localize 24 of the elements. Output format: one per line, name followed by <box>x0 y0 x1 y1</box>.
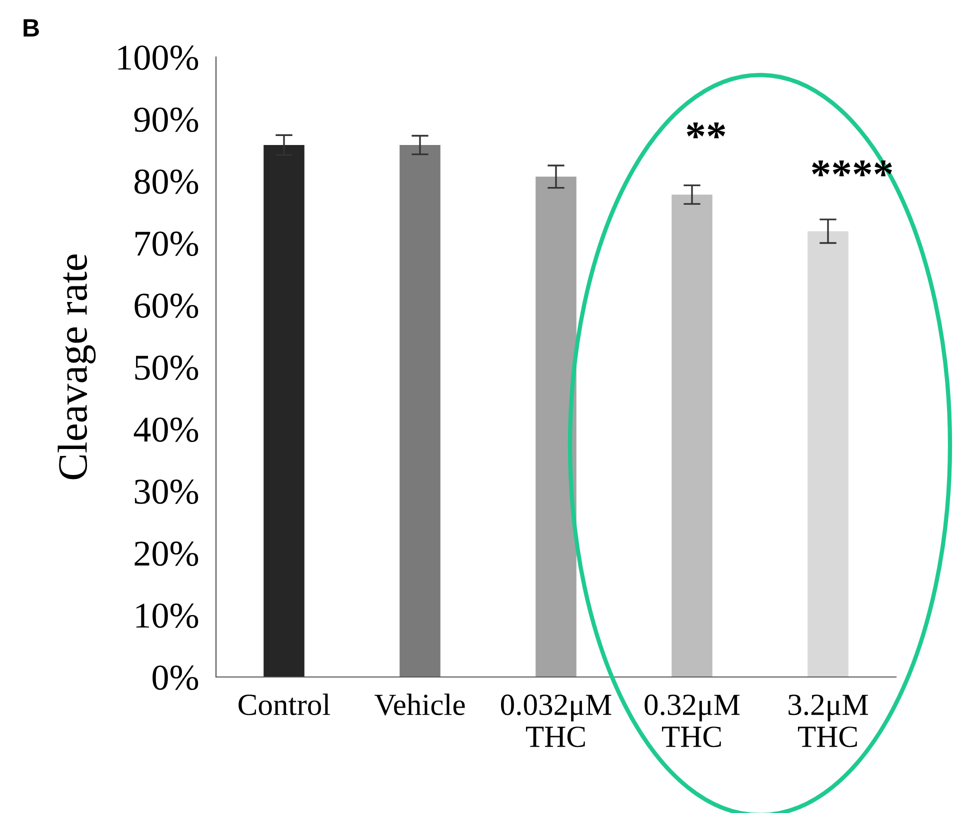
bar <box>808 231 848 677</box>
y-tick-label: 80% <box>134 170 198 194</box>
y-axis-title: Cleavage rate <box>58 254 96 480</box>
y-tick-label: 90% <box>134 108 198 132</box>
x-tick-label: Vehicle <box>374 694 465 716</box>
y-tick-label: 100% <box>118 46 198 70</box>
y-tick-label: 40% <box>134 418 198 442</box>
x-tick-label: Control <box>238 694 330 716</box>
text: B <box>24 19 39 36</box>
y-tick-label: 30% <box>134 480 198 504</box>
y-tick-label: 50% <box>135 356 198 380</box>
bar <box>672 194 712 677</box>
x-tick-label: 0.032μM THC <box>501 694 612 748</box>
annotation: ** <box>686 122 726 138</box>
y-tick-label: 70% <box>136 232 198 256</box>
y-tick-label: 20% <box>134 542 198 566</box>
y-tick-label: 10% <box>136 604 198 628</box>
x-tick-label: 3.2μM THC <box>788 694 868 748</box>
bar <box>400 145 440 677</box>
bar <box>536 176 576 677</box>
y-tick-label: 60% <box>134 294 198 318</box>
bar <box>264 145 304 677</box>
x-tick-label: 0.32μM THC <box>644 694 740 748</box>
y-tick-label: 0% <box>152 666 198 690</box>
